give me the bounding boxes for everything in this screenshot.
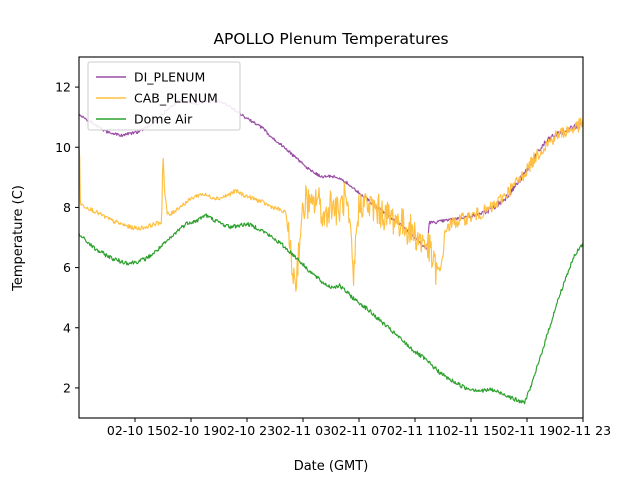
y-axis-ticks: 2 4 6 8 10 12: [55, 80, 79, 395]
x-tick-label: 02-11 19: [499, 423, 555, 438]
series-line-dome-air: [78, 213, 584, 405]
y-tick-label: 8: [63, 200, 71, 215]
x-tick-label: 02-11 03: [275, 423, 331, 438]
x-tick-label: 02-10 15: [107, 423, 163, 438]
chart-title: APOLLO Plenum Temperatures: [213, 30, 448, 48]
y-tick-label: 4: [63, 320, 71, 335]
y-tick-label: 12: [55, 80, 71, 95]
x-tick-label: 02-10 23: [219, 423, 275, 438]
legend-label-cab-plenum: CAB_PLENUM: [134, 91, 218, 106]
x-axis-label: Date (GMT): [294, 459, 369, 474]
x-tick-label: 02-11 15: [443, 423, 499, 438]
legend-label-dome-air: Dome Air: [134, 112, 193, 127]
y-tick-label: 10: [55, 140, 71, 155]
chart-legend[interactable]: DI_PLENUM CAB_PLENUM Dome Air: [87, 61, 241, 131]
y-tick-label: 2: [63, 380, 71, 395]
y-axis-label: Temperature (C): [11, 185, 26, 292]
plot-border: [78, 56, 584, 419]
x-tick-label: 02-11 23: [555, 423, 611, 438]
x-tick-label: 02-10 19: [163, 423, 219, 438]
legend-frame: [87, 61, 241, 131]
legend-label-di-plenum: DI_PLENUM: [134, 70, 205, 85]
x-tick-label: 02-11 07: [331, 423, 387, 438]
y-tick-label: 6: [63, 260, 71, 275]
series-line-cab-plenum: [78, 117, 584, 292]
x-axis-ticks: 02-10 15 02-10 19 02-10 23 02-11 03 02-11 07…: [107, 418, 611, 438]
x-tick-label: 02-11 11: [387, 423, 443, 438]
